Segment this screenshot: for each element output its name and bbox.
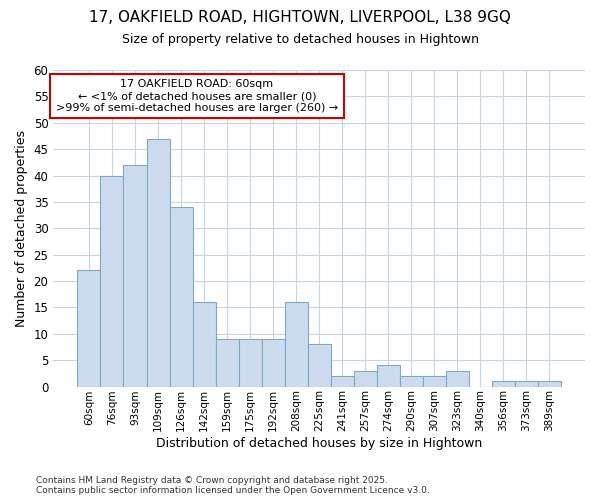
X-axis label: Distribution of detached houses by size in Hightown: Distribution of detached houses by size …: [156, 437, 482, 450]
Text: Size of property relative to detached houses in Hightown: Size of property relative to detached ho…: [121, 32, 479, 46]
Y-axis label: Number of detached properties: Number of detached properties: [15, 130, 28, 327]
Bar: [170, 207, 193, 386]
Bar: [100, 176, 124, 386]
Bar: [262, 339, 284, 386]
Bar: [331, 376, 353, 386]
Text: 17 OAKFIELD ROAD: 60sqm
← <1% of detached houses are smaller (0)
>99% of semi-de: 17 OAKFIELD ROAD: 60sqm ← <1% of detache…: [56, 80, 338, 112]
Bar: [193, 302, 215, 386]
Bar: [124, 165, 146, 386]
Bar: [77, 270, 100, 386]
Bar: [215, 339, 239, 386]
Text: 17, OAKFIELD ROAD, HIGHTOWN, LIVERPOOL, L38 9GQ: 17, OAKFIELD ROAD, HIGHTOWN, LIVERPOOL, …: [89, 10, 511, 25]
Bar: [492, 382, 515, 386]
Bar: [239, 339, 262, 386]
Bar: [400, 376, 423, 386]
Bar: [146, 138, 170, 386]
Text: Contains HM Land Registry data © Crown copyright and database right 2025.
Contai: Contains HM Land Registry data © Crown c…: [36, 476, 430, 495]
Bar: [515, 382, 538, 386]
Bar: [284, 302, 308, 386]
Bar: [446, 370, 469, 386]
Bar: [308, 344, 331, 387]
Bar: [353, 370, 377, 386]
Bar: [423, 376, 446, 386]
Bar: [377, 366, 400, 386]
Bar: [538, 382, 561, 386]
